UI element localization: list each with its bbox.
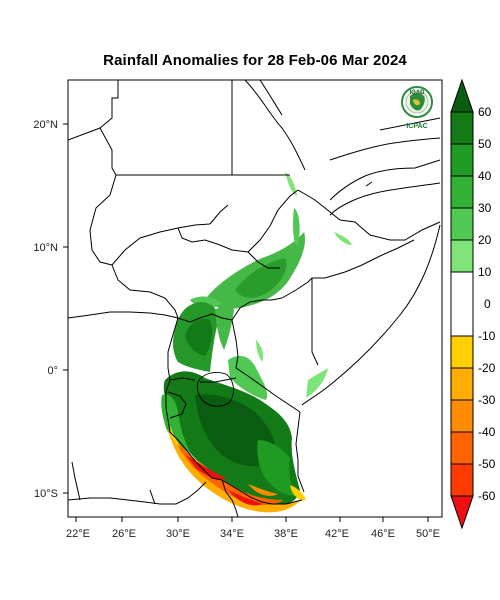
map-title: Rainfall Anomalies for 28 Feb-06 Mar 202… <box>103 52 407 69</box>
colorbar-bin <box>450 463 474 497</box>
colorbar-bin <box>450 111 474 145</box>
lon-tick-label: 34°E <box>220 528 244 540</box>
colorbar-label: -30 <box>478 393 496 407</box>
igad-icpac-logo: IGAD ICPAC <box>401 86 433 130</box>
lat-tick-label: 20°N <box>33 119 58 131</box>
colorbar-label: -10 <box>478 329 496 343</box>
colorbar <box>450 78 474 530</box>
colorbar-bin <box>450 239 474 273</box>
colorbar-label: -20 <box>478 361 496 375</box>
country-borders <box>68 80 441 517</box>
lat-tick-label: 0° <box>47 365 58 377</box>
colorbar-label: 30 <box>478 201 492 215</box>
colorbar-label: 0 <box>484 297 491 311</box>
colorbar-bottom-arrow <box>450 495 474 530</box>
lat-tick-label: 10°S <box>34 488 58 500</box>
colorbar-label: -40 <box>478 425 496 439</box>
colorbar-label: 20 <box>478 233 492 247</box>
colorbar-label: 10 <box>478 265 492 279</box>
lat-tick-label: 10°N <box>33 242 58 254</box>
lon-tick-label: 50°E <box>416 528 440 540</box>
colorbar-label: 60 <box>478 105 492 119</box>
lat-tick-marks <box>63 123 68 494</box>
lon-tick-label: 46°E <box>371 528 395 540</box>
lon-tick-marks <box>75 517 429 522</box>
lon-tick-label: 22°E <box>66 528 90 540</box>
colorbar-label: -50 <box>478 457 496 471</box>
colorbar-bin <box>450 431 474 465</box>
colorbar-label: -60 <box>478 489 496 503</box>
colorbar-bin <box>450 367 474 401</box>
lon-tick-label: 26°E <box>112 528 136 540</box>
logo-bottom-text: ICPAC <box>406 123 427 130</box>
map-frame <box>67 79 443 518</box>
colorbar-bin <box>450 207 474 241</box>
colorbar-bin <box>450 143 474 177</box>
colorbar-label: 50 <box>478 137 492 151</box>
lon-tick-label: 42°E <box>325 528 349 540</box>
lon-tick-label: 38°E <box>274 528 298 540</box>
colorbar-bin <box>450 271 474 337</box>
logo-top-text: IGAD <box>410 90 426 96</box>
colorbar-label: 40 <box>478 169 492 183</box>
colorbar-bin <box>450 335 474 369</box>
anomaly-field <box>161 172 352 513</box>
colorbar-top-arrow <box>450 78 474 113</box>
colorbar-bin <box>450 175 474 209</box>
colorbar-bin <box>450 399 474 433</box>
lon-tick-label: 30°E <box>166 528 190 540</box>
